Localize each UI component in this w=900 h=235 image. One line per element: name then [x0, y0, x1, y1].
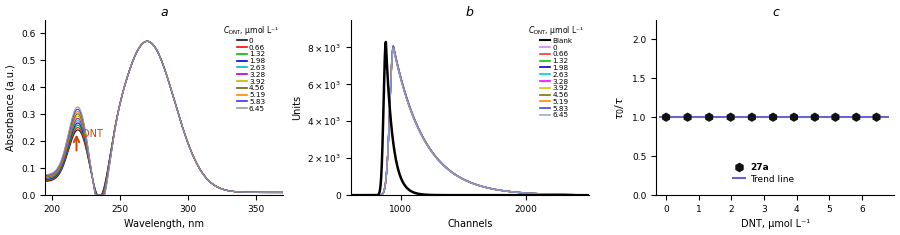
Point — [849, 115, 863, 119]
Point — [659, 115, 673, 119]
Point — [828, 115, 842, 119]
Y-axis label: Units: Units — [292, 95, 302, 120]
X-axis label: Channels: Channels — [447, 219, 492, 229]
Title: a: a — [160, 6, 168, 19]
Point — [680, 115, 695, 119]
Point — [787, 115, 801, 119]
X-axis label: DNT, μmol L⁻¹: DNT, μmol L⁻¹ — [741, 219, 810, 229]
Point — [744, 115, 759, 119]
Text: DNT: DNT — [82, 129, 103, 139]
Point — [869, 115, 884, 119]
Legend: 27a, Trend line: 27a, Trend line — [729, 160, 797, 187]
Legend: Blank, 0, 0.66, 1.32, 1.98, 2.63, 3.28, 3.92, 4.56, 5.19, 5.83, 6.45: Blank, 0, 0.66, 1.32, 1.98, 2.63, 3.28, … — [527, 23, 585, 119]
Point — [766, 115, 780, 119]
Point — [724, 115, 738, 119]
Y-axis label: $\tau_0/\tau$: $\tau_0/\tau$ — [613, 95, 626, 120]
Y-axis label: Absorbance (a.u.): Absorbance (a.u.) — [5, 64, 15, 151]
Legend: 0, 0.66, 1.32, 1.98, 2.63, 3.28, 3.92, 4.56, 5.19, 5.83, 6.45: 0, 0.66, 1.32, 1.98, 2.63, 3.28, 3.92, 4… — [222, 23, 280, 112]
Point — [807, 115, 822, 119]
X-axis label: Wavelength, nm: Wavelength, nm — [124, 219, 204, 229]
Title: c: c — [772, 6, 778, 19]
Title: b: b — [466, 6, 473, 19]
Point — [702, 115, 716, 119]
